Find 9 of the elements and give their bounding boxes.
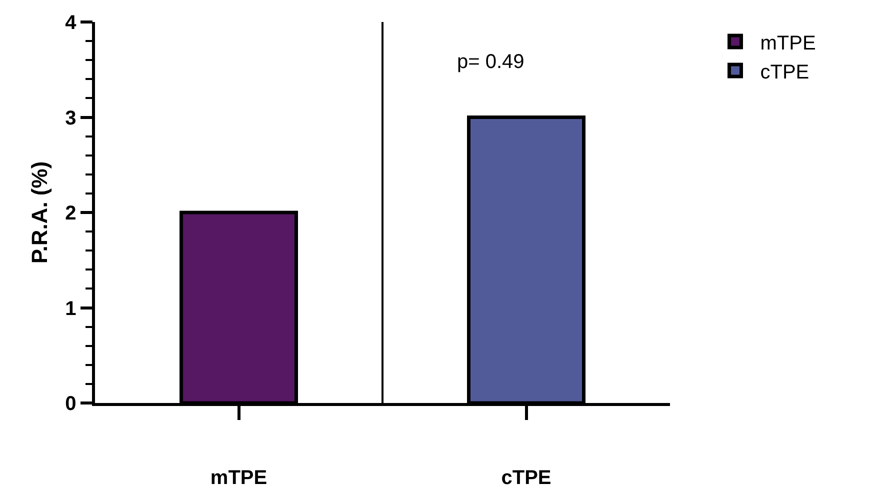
y-tick-label: 4 xyxy=(65,12,78,34)
y-axis-title: P.R.A. (%) xyxy=(26,161,52,264)
y-tick-label: 2 xyxy=(65,202,76,224)
y-tick-label: 0 xyxy=(65,393,76,415)
annotation: p= 0.49 xyxy=(457,51,524,73)
y-tick-label: 3 xyxy=(65,107,76,130)
legend-label: cTPE xyxy=(760,61,810,84)
y-tick-label: 1 xyxy=(65,298,76,320)
legend-label: mTPE xyxy=(760,32,816,54)
